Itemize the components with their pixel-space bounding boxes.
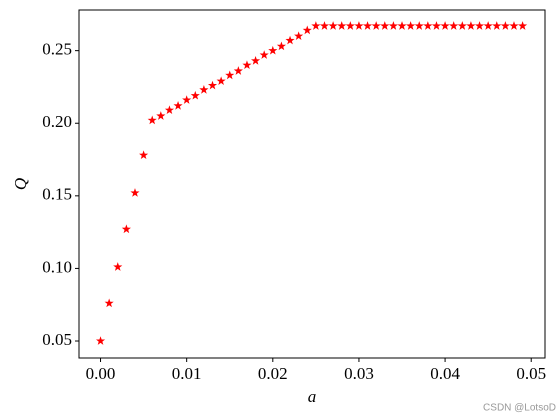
data-point	[371, 21, 381, 30]
data-point	[388, 21, 398, 30]
x-tick-label: 0.01	[172, 364, 202, 383]
data-point	[414, 21, 424, 30]
data-point	[156, 111, 166, 120]
x-tick-label: 0.00	[86, 364, 116, 383]
y-tick-label: 0.25	[42, 40, 72, 59]
data-point	[242, 60, 252, 70]
data-point	[449, 21, 459, 30]
data-point	[104, 298, 114, 308]
x-tick-label: 0.04	[430, 364, 460, 383]
data-point	[337, 21, 347, 30]
data-point	[440, 21, 450, 30]
data-point	[328, 21, 338, 30]
data-point	[509, 21, 519, 30]
y-tick-label: 0.15	[42, 185, 72, 204]
data-point	[466, 21, 476, 30]
data-point	[362, 21, 373, 30]
data-point	[294, 31, 304, 41]
x-tick-label: 0.02	[258, 364, 288, 383]
data-point	[276, 41, 286, 51]
data-point	[233, 66, 243, 75]
data-point	[139, 150, 149, 160]
data-point	[147, 115, 157, 125]
y-tick-label: 0.20	[42, 112, 72, 131]
data-point	[121, 224, 131, 234]
x-axis-label: a	[308, 387, 317, 406]
data-point	[492, 21, 502, 30]
y-tick-label: 0.10	[42, 257, 72, 276]
data-point	[302, 25, 312, 35]
data-point	[164, 105, 175, 115]
data-point	[311, 21, 321, 30]
data-point	[431, 21, 442, 30]
data-point	[380, 21, 390, 30]
data-point	[207, 80, 218, 90]
data-point	[406, 21, 416, 30]
data-point	[397, 21, 407, 30]
watermark: CSDN @LotsoD	[483, 403, 556, 414]
y-axis-label: Q	[11, 178, 30, 190]
data-point	[285, 35, 295, 45]
data-point	[113, 262, 123, 271]
data-point	[354, 21, 364, 30]
data-point	[173, 101, 183, 110]
data-point	[474, 21, 485, 30]
plot-frame	[78, 9, 546, 359]
data-point	[199, 85, 209, 94]
data-point	[457, 21, 467, 30]
data-point	[319, 21, 330, 30]
data-point	[225, 70, 235, 80]
data-point	[95, 336, 106, 345]
data-point	[251, 56, 261, 65]
x-tick-label: 0.03	[344, 364, 374, 383]
data-point	[345, 21, 355, 30]
data-point	[268, 45, 278, 55]
data-point	[182, 95, 192, 104]
data-point	[423, 21, 433, 30]
data-point	[216, 76, 226, 86]
x-tick-label: 0.05	[516, 364, 546, 383]
data-point	[259, 50, 269, 59]
data-point	[483, 21, 493, 30]
data-point	[518, 21, 528, 30]
data-point	[500, 21, 510, 30]
y-tick-label: 0.05	[42, 330, 72, 349]
data-point	[190, 90, 200, 100]
data-point	[130, 188, 140, 197]
